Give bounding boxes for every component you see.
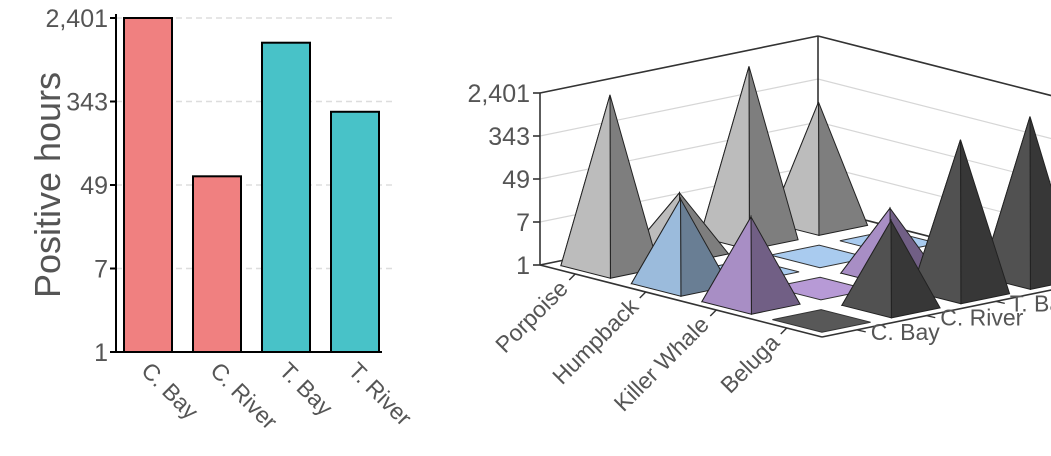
axis-edge <box>539 35 819 94</box>
y-tick <box>926 314 936 319</box>
pyramid-front-face <box>699 66 750 251</box>
x-tick-label: Beluga <box>715 329 784 398</box>
y-tick-label: 7 <box>94 256 108 284</box>
pyramid-front-face <box>841 218 892 319</box>
y-axis-label: Positive hours <box>27 72 68 298</box>
x-tick-label: T. Bay <box>274 357 338 421</box>
x-tick <box>709 309 717 317</box>
axis-edge <box>539 264 823 338</box>
axis-edge <box>821 289 1051 338</box>
pyramid-front-face <box>701 215 752 315</box>
pyramid-front-face <box>910 139 962 305</box>
y-tick-label: 2,401 <box>45 5 108 33</box>
data-pyramid <box>560 94 660 279</box>
pyramid-right-face <box>748 66 799 251</box>
data-pyramid <box>630 196 731 297</box>
z-tick-label: 1 <box>516 252 530 280</box>
data-pyramid <box>699 66 799 251</box>
pyramid-front-face <box>630 197 682 297</box>
data-pyramid <box>840 218 941 319</box>
x-tick <box>639 291 647 299</box>
data-tile <box>772 309 871 333</box>
bar <box>330 110 380 354</box>
z-tick-label: 49 <box>502 166 530 194</box>
z-tick-label: 2,401 <box>467 80 530 108</box>
y-tick-label: 49 <box>80 172 108 200</box>
bar-chart: 2,401 343 49 7 1 Positive hours C. Bay C. River… <box>27 5 417 435</box>
y-tick-label: C. River <box>940 305 1023 331</box>
y-tick <box>995 300 1005 305</box>
z-tick-label: 7 <box>516 209 530 237</box>
y-tick-label: T. Bay <box>1010 290 1051 316</box>
data-pyramid <box>910 139 1011 305</box>
x-tick-label: Porpoise <box>490 275 573 358</box>
bar <box>192 175 242 353</box>
data-pyramid <box>700 214 801 315</box>
bar <box>261 41 311 354</box>
x-tick-label: T. River <box>343 357 417 431</box>
x-tick-label: Humpback <box>547 293 643 389</box>
x-tick-label: C. Bay <box>136 357 204 425</box>
z-tick-label: 343 <box>488 123 530 151</box>
axis-edge <box>817 35 1051 97</box>
y-tick-label: 1 <box>94 339 108 367</box>
bar <box>123 17 173 353</box>
pyramid-right-face <box>818 101 869 237</box>
pyramid-right-face <box>1029 116 1051 291</box>
y-tick-label: C. Bay <box>871 319 941 345</box>
wall-gridline <box>539 35 1051 97</box>
y-tick <box>856 329 866 333</box>
y-tick-label: 343 <box>66 89 108 117</box>
pyramid-front-face <box>560 94 611 279</box>
x-tick <box>780 327 788 335</box>
x-tick <box>568 273 576 281</box>
x-tick-label: C. River <box>205 357 282 434</box>
